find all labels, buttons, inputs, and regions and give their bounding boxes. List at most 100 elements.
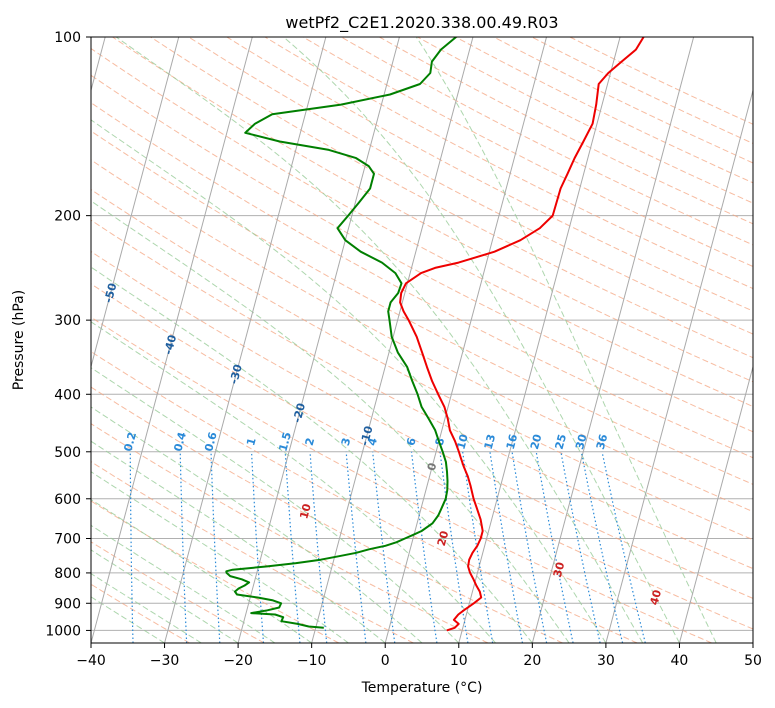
moist-adiabat xyxy=(91,119,607,643)
moist-adiabat xyxy=(283,37,680,643)
x-tick-label: 50 xyxy=(744,653,762,669)
moist-adiabat-label: 20 xyxy=(435,529,452,547)
chart-title: wetPf2_C2E1.2020.338.00.49.R03 xyxy=(285,13,558,33)
isotherm-line xyxy=(91,37,180,369)
x-tick-label: 20 xyxy=(523,653,541,669)
dry-adiabat xyxy=(91,189,753,541)
x-tick-label: 30 xyxy=(597,653,615,669)
dry-adiabat xyxy=(91,159,753,513)
mixing-ratio-line xyxy=(309,451,328,643)
mixing-ratio-label: 20 xyxy=(528,432,545,450)
y-tick-label: 900 xyxy=(54,596,81,612)
moist-adiabat xyxy=(91,406,423,643)
x-tick-label: −40 xyxy=(76,653,106,669)
y-tick-label: 800 xyxy=(54,566,81,582)
pressure-gridlines xyxy=(91,37,753,631)
mixing-ratio-label: 2 xyxy=(303,436,318,447)
dry-adiabat xyxy=(226,37,753,312)
moist-adiabat-label: 10 xyxy=(297,502,314,520)
isotherm-label: -30 xyxy=(227,363,245,386)
mixing-ratio-label: 0.2 xyxy=(122,431,140,453)
x-tick-label: 40 xyxy=(671,653,689,669)
dry-adiabat xyxy=(188,37,753,335)
dry-adiabat xyxy=(91,47,753,408)
mixing-ratio-label: 13 xyxy=(482,433,499,451)
x-tick-label: −10 xyxy=(297,653,327,669)
mixing-ratio-label: 3 xyxy=(339,436,354,447)
moist-adiabat xyxy=(91,440,386,643)
isotherm-line xyxy=(164,37,327,643)
mixing-ratio-label: 0.4 xyxy=(171,430,189,453)
y-tick-label: 300 xyxy=(54,313,81,329)
dry-adiabat xyxy=(91,541,265,643)
moist-adiabat xyxy=(91,524,276,643)
mixing-ratio-line xyxy=(511,451,548,643)
plot-area: -100-90-80-70-60-50-40-30-20-1000.10.20.… xyxy=(91,37,753,643)
isotherm-label: -40 xyxy=(162,333,180,356)
moist-adiabat xyxy=(91,266,533,643)
line-annotations: -100-90-80-70-60-50-40-30-20-1000.10.20.… xyxy=(91,281,665,606)
y-tick-label: 700 xyxy=(54,532,81,548)
y-tick-label: 600 xyxy=(54,492,81,508)
mixing-ratio-line xyxy=(535,451,574,643)
y-axis-ticks: 100 200 300 400 500 600 700 800 900 1000 xyxy=(45,30,91,639)
mixing-ratio-label: 0.6 xyxy=(202,430,220,453)
mixing-ratio-label: 10 xyxy=(454,432,471,450)
isotherm-line xyxy=(384,37,548,643)
plot-frame xyxy=(90,36,754,644)
mixing-ratio-line xyxy=(372,451,396,643)
isotherm-label: -10 xyxy=(358,424,376,447)
temperature-profile xyxy=(399,37,645,632)
x-axis-ticks: −40 −30 −20 −10 0 10 20 30 40 50 xyxy=(76,643,762,669)
mixing-ratio-label: 16 xyxy=(504,432,521,450)
mixing-ratio-line xyxy=(179,451,188,643)
mixing-ratio-line xyxy=(284,451,301,643)
moist-adiabat xyxy=(115,37,644,643)
mixing-ratio-lines xyxy=(129,451,646,643)
dry-adiabat xyxy=(91,102,753,459)
y-axis-label: Pressure (hPa) xyxy=(11,290,27,390)
dry-adiabat xyxy=(91,461,414,643)
isotherm-line xyxy=(605,88,753,643)
moist-adiabat-label: 40 xyxy=(648,588,665,606)
y-tick-label: 1000 xyxy=(45,623,81,639)
moist-adiabat xyxy=(91,321,496,643)
y-tick-label: 400 xyxy=(54,387,81,403)
mixing-ratio-line xyxy=(210,451,221,643)
y-tick-label: 100 xyxy=(54,30,81,46)
x-axis-label: Temperature (°C) xyxy=(361,680,483,696)
moist-adiabat xyxy=(415,37,717,643)
mixing-ratio-line xyxy=(580,451,624,643)
mixing-ratio-label: 6 xyxy=(404,436,419,447)
dry-adiabat xyxy=(91,316,712,643)
mixing-ratio-label: 1.5 xyxy=(276,431,294,453)
mixing-ratio-label: 4 xyxy=(365,436,380,447)
mixing-ratio-line xyxy=(345,451,367,643)
dry-adiabat xyxy=(264,37,753,290)
dry-adiabat xyxy=(91,250,753,599)
dry-adiabat xyxy=(91,350,638,643)
x-tick-label: −20 xyxy=(223,653,253,669)
mixing-ratio-line xyxy=(250,451,265,643)
mixing-ratio-label: 36 xyxy=(594,432,611,450)
moist-adiabat xyxy=(91,200,570,643)
profile-series xyxy=(225,37,645,632)
isotherm-line xyxy=(531,37,695,643)
moist-adiabat xyxy=(91,471,349,643)
y-tick-label: 500 xyxy=(54,445,81,461)
isotherm-line xyxy=(458,37,621,643)
mixing-ratio-label: 25 xyxy=(553,433,570,451)
dry-adiabat xyxy=(150,37,753,359)
dry-adiabats xyxy=(91,37,753,643)
moist-adiabat-label: 30 xyxy=(551,560,568,578)
moist-adiabats xyxy=(91,37,717,643)
isotherm-line xyxy=(678,364,753,643)
dry-adiabat xyxy=(91,583,190,643)
y-tick-label: 200 xyxy=(54,209,81,225)
isotherm-label: 0 xyxy=(425,461,440,472)
mixing-ratio-line xyxy=(601,451,646,643)
dry-adiabat xyxy=(91,423,489,643)
x-tick-label: 10 xyxy=(450,653,468,669)
isotherm-label: -20 xyxy=(291,401,309,424)
